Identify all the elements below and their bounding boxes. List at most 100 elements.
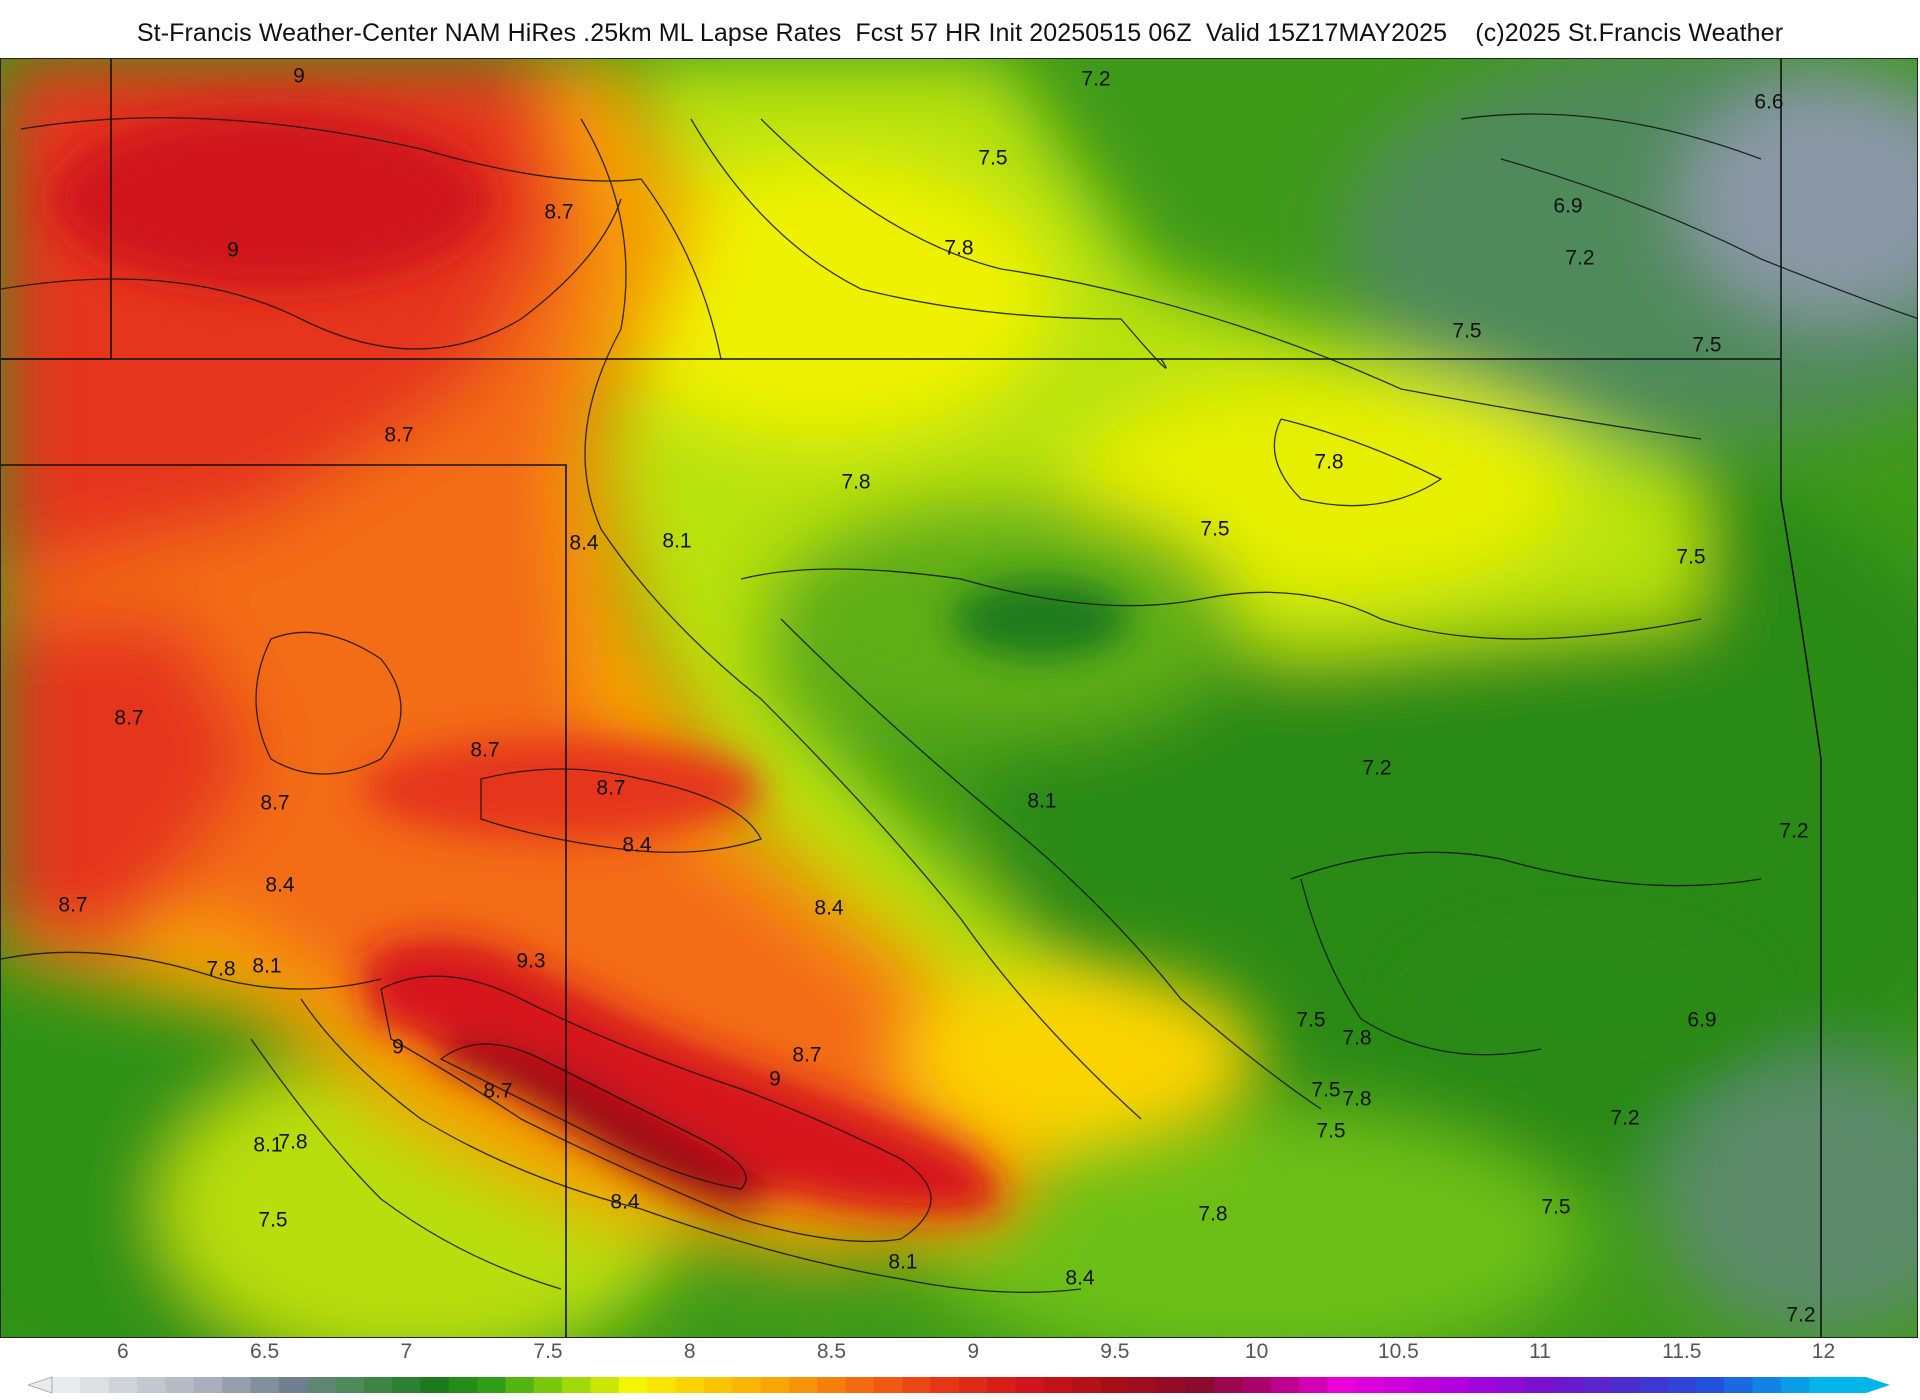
colorbar-segment (165, 1377, 195, 1393)
colorbar-segment (1554, 1377, 1584, 1393)
colorbar-tick-label: 11 (1529, 1340, 1551, 1363)
contour-7-8-east (1273, 418, 1443, 507)
field-center-darkgreen (951, 579, 1131, 659)
colorbar-segment (1015, 1377, 1045, 1393)
colorbar-segment (1667, 1377, 1697, 1393)
colorbar-segment (987, 1377, 1017, 1393)
colorbar-segment (1072, 1377, 1102, 1393)
contour-7-2-loop (1300, 878, 1542, 1056)
lapse-rate-map[interactable]: 9 8.7 9 8.7 8.4 8.1 7.8 8.7 8.7 8.7 8.7 8.4 8.7 8.4 8.… (0, 58, 1918, 1338)
colorbar-segment (647, 1377, 677, 1393)
colorbar-tick-label: 11.5 (1662, 1340, 1702, 1363)
colorbar-tick-label: 10.5 (1377, 1340, 1419, 1363)
colorbar-tick-label: 6.5 (249, 1340, 280, 1363)
colorbar-segment (845, 1377, 875, 1393)
field-sw-core (431, 1039, 767, 1209)
colorbar-segment (1327, 1377, 1357, 1393)
colorbar-segment (505, 1377, 535, 1393)
contour-7-8-north (690, 118, 1167, 369)
colorbar-tick-label: 9.5 (1100, 1340, 1130, 1363)
colorbar-segment (873, 1377, 903, 1393)
colorbar-segment (477, 1377, 507, 1393)
field-mid-red (361, 739, 761, 839)
colorbar-segment (1270, 1377, 1300, 1393)
colorbar-segment (959, 1377, 988, 1393)
field-east-darkgreen (1401, 919, 1761, 1079)
border-east (1780, 59, 1822, 1337)
colorbar-segment (448, 1377, 478, 1393)
colorbar-segment (817, 1377, 847, 1393)
field-ne-lightgray (1681, 79, 1917, 319)
colorbar-tick-label: 8.5 (816, 1340, 847, 1363)
colorbar-tick-label: 7 (400, 1340, 413, 1363)
field-yellow-north (591, 159, 1051, 439)
colorbar-segment (1525, 1377, 1555, 1393)
colorbar-segment (1384, 1377, 1414, 1393)
field-south-green (921, 1109, 1581, 1337)
colorbar-tick-label: 10 (1244, 1340, 1269, 1363)
colorbar-segment (1214, 1377, 1244, 1393)
colorbar-segment (732, 1377, 762, 1393)
colorbar-segment (1412, 1377, 1442, 1393)
field-se-yellow (901, 969, 1261, 1149)
contour-8-1-s (250, 1038, 562, 1290)
contour-8-7-mid (480, 768, 762, 853)
colorbar-segment (1355, 1377, 1385, 1393)
colorbar-tick-label: 8 (683, 1340, 696, 1363)
contour-7-5-center (740, 568, 1702, 640)
colorbar-segment (1724, 1377, 1754, 1393)
map-field (1, 59, 1917, 1337)
colorbar-segment (392, 1377, 422, 1393)
colorbar-segment (108, 1377, 138, 1393)
colorbar-segment (760, 1377, 790, 1393)
colorbar-tick-label: 12 (1811, 1340, 1836, 1363)
colorbar-segment (618, 1377, 648, 1393)
colorbar-segment (1157, 1377, 1187, 1393)
colorbar-segment (222, 1377, 252, 1393)
colorbar-segment (250, 1377, 280, 1393)
colorbar-segment (902, 1377, 932, 1393)
contour-7-2-east (1290, 851, 1762, 887)
colorbar-segment (1780, 1377, 1810, 1393)
contour-6-6 (1460, 113, 1762, 160)
colorbar-segment (562, 1377, 592, 1393)
colorbar-segment (788, 1377, 818, 1393)
contour-8-7-sw (1, 951, 382, 990)
contour-lines (1, 113, 1917, 1293)
contour-7-5-diag (780, 618, 1322, 1110)
colorbar-tick-labels: 6 6.5 7 7.5 8 8.5 9 9.5 10 10.5 11 11.5 12 (0, 1340, 1920, 1370)
colorbar-segment (80, 1377, 110, 1393)
colorbar-segment (1809, 1377, 1839, 1393)
colorbar-segment (703, 1377, 733, 1393)
colorbar-segment (1752, 1377, 1782, 1393)
colorbar-segment (930, 1377, 960, 1393)
contour-9-3-core (439, 1043, 747, 1190)
colorbar-segment (533, 1377, 563, 1393)
colorbar-min-arrow (28, 1376, 53, 1394)
field-yellow-east (1071, 379, 1571, 599)
colorbar-segment (1299, 1377, 1329, 1393)
colorbar-segment (1044, 1377, 1073, 1393)
colorbar-segment (1129, 1377, 1159, 1393)
contour-6-9 (1500, 158, 1917, 319)
colorbar-segment (590, 1377, 620, 1393)
colorbar-segment (193, 1377, 223, 1393)
colorbar-segment (1497, 1377, 1527, 1393)
colorbar-segment (52, 1377, 81, 1393)
colorbar (28, 1376, 1890, 1394)
colorbar-segment (675, 1377, 705, 1393)
colorbar-segment (1610, 1377, 1640, 1393)
field-sw-red-band (361, 939, 1001, 1216)
colorbar-segment (1582, 1377, 1612, 1393)
colorbar-max-arrow (1866, 1377, 1890, 1393)
field-nw-core (51, 109, 491, 289)
colorbar-segment (307, 1377, 337, 1393)
field-west-red (1, 619, 261, 959)
state-borders (1, 59, 1822, 1337)
colorbar-segment (335, 1377, 365, 1393)
colorbar-segment (1242, 1377, 1272, 1393)
colorbar-tick-label: 9 (967, 1340, 980, 1363)
colorbar-tick-label: 7.5 (533, 1340, 563, 1363)
field-se-gray (1661, 1059, 1917, 1337)
colorbar-segment (363, 1377, 393, 1393)
